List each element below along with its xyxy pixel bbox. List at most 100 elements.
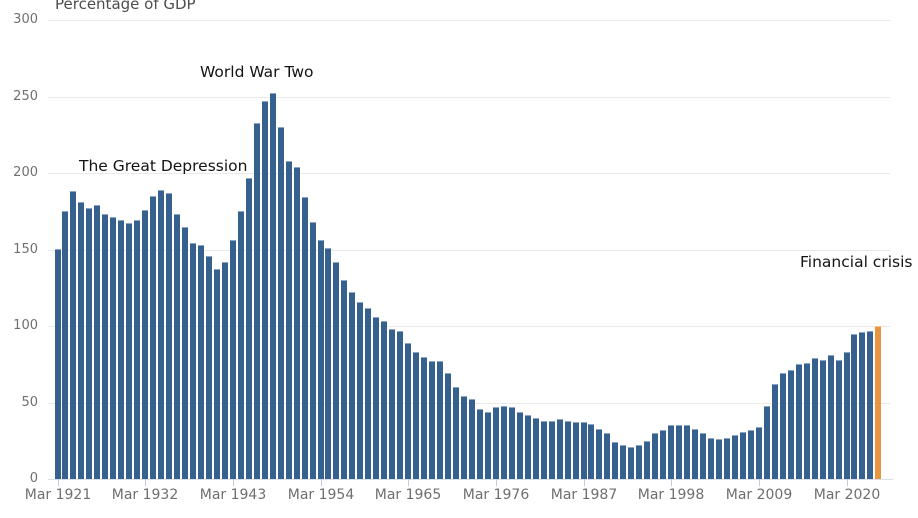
bar-1960 bbox=[365, 308, 371, 479]
y-axis-tick-label-150: 150 bbox=[13, 242, 38, 257]
bar-1995 bbox=[644, 441, 650, 479]
bar-1961 bbox=[373, 317, 379, 479]
bar-1925 bbox=[86, 208, 92, 479]
bar-1993 bbox=[628, 447, 634, 479]
bar-1983 bbox=[549, 421, 555, 479]
bar-2022 bbox=[859, 332, 865, 479]
bar-1958 bbox=[349, 292, 355, 479]
x-axis-tick-label-1998: Mar 1998 bbox=[637, 487, 705, 503]
x-axis-tick-1921 bbox=[58, 479, 59, 486]
x-axis-tick-label-2009: Mar 2009 bbox=[725, 487, 793, 503]
bar-1982 bbox=[541, 421, 547, 479]
gridline-300 bbox=[48, 20, 890, 21]
bar-1950 bbox=[286, 161, 292, 479]
bar-1976 bbox=[493, 407, 499, 479]
bar-1937 bbox=[182, 227, 188, 479]
bar-2021 bbox=[851, 334, 857, 479]
bar-1955 bbox=[325, 248, 331, 479]
bar-1984 bbox=[557, 419, 563, 479]
bar-2003 bbox=[708, 438, 714, 479]
bar-1968 bbox=[429, 361, 435, 479]
x-axis-tick-label-1921: Mar 1921 bbox=[24, 487, 92, 503]
bar-2016 bbox=[812, 358, 818, 479]
gridline-150 bbox=[48, 250, 890, 251]
bar-1985 bbox=[565, 421, 571, 479]
bar-1978 bbox=[509, 407, 515, 479]
bar-1931 bbox=[134, 220, 140, 479]
x-axis-tick-2009 bbox=[759, 479, 760, 486]
bar-1962 bbox=[381, 321, 387, 479]
bar-1926 bbox=[94, 205, 100, 479]
bar-2018 bbox=[828, 355, 834, 479]
bar-1924 bbox=[78, 202, 84, 479]
x-axis-tick-label-1943: Mar 1943 bbox=[199, 487, 267, 503]
bar-1952 bbox=[302, 197, 308, 479]
bar-1953 bbox=[310, 222, 316, 479]
bar-1921 bbox=[55, 249, 61, 479]
bar-1981 bbox=[533, 418, 539, 479]
bar-1997 bbox=[660, 430, 666, 479]
chart-title: Percentage of GDP bbox=[55, 0, 196, 13]
gridline-200 bbox=[48, 173, 890, 174]
bar-1938 bbox=[190, 243, 196, 479]
bar-1942 bbox=[222, 262, 228, 479]
bar-1963 bbox=[389, 329, 395, 479]
bar-1959 bbox=[357, 302, 363, 479]
bar-1949 bbox=[278, 127, 284, 479]
bar-1935 bbox=[166, 193, 172, 479]
bar-2020 bbox=[844, 352, 850, 479]
bar-1990 bbox=[604, 433, 610, 479]
bar-1954 bbox=[318, 240, 324, 479]
bar-2010 bbox=[764, 406, 770, 479]
bar-1943 bbox=[230, 240, 236, 479]
bar-2023 bbox=[867, 331, 873, 479]
bar-1965 bbox=[405, 343, 411, 479]
bar-1967 bbox=[421, 357, 427, 479]
bar-1927 bbox=[102, 214, 108, 479]
bar-1970 bbox=[445, 373, 451, 479]
bar-2015 bbox=[804, 363, 810, 479]
bar-1951 bbox=[294, 167, 300, 479]
bar-2005 bbox=[724, 438, 730, 479]
annotation-the-great-depression: The Great Depression bbox=[79, 157, 248, 175]
bar-1936 bbox=[174, 214, 180, 479]
x-axis-tick-1932 bbox=[145, 479, 146, 486]
bar-2000 bbox=[684, 425, 690, 479]
bar-1922 bbox=[62, 211, 68, 479]
bar-1966 bbox=[413, 352, 419, 479]
bar-1998 bbox=[668, 425, 674, 479]
x-axis-tick-1965 bbox=[408, 479, 409, 486]
gridline-250 bbox=[48, 97, 890, 98]
x-axis-tick-1998 bbox=[671, 479, 672, 486]
x-axis-tick-1954 bbox=[321, 479, 322, 486]
bar-1988 bbox=[588, 424, 594, 479]
bar-1996 bbox=[652, 433, 658, 479]
bar-1989 bbox=[596, 429, 602, 479]
y-axis-tick-label-50: 50 bbox=[21, 395, 38, 410]
x-axis-tick-1976 bbox=[496, 479, 497, 486]
x-axis-tick-1987 bbox=[584, 479, 585, 486]
bar-1971 bbox=[453, 387, 459, 479]
y-axis-tick-label-250: 250 bbox=[13, 89, 38, 104]
bar-2001 bbox=[692, 429, 698, 479]
bar-2012 bbox=[780, 373, 786, 479]
bar-1979 bbox=[517, 412, 523, 479]
bar-1941 bbox=[214, 269, 220, 479]
bar-1944 bbox=[238, 211, 244, 479]
y-axis-tick-label-0: 0 bbox=[29, 471, 38, 486]
bar-1974 bbox=[477, 409, 483, 479]
bar-1946 bbox=[254, 123, 260, 479]
highlight-bar-latest bbox=[875, 326, 881, 479]
x-axis-tick-label-1954: Mar 1954 bbox=[287, 487, 355, 503]
bar-1964 bbox=[397, 331, 403, 479]
x-axis-tick-label-2020: Mar 2020 bbox=[813, 487, 881, 503]
bar-2019 bbox=[836, 360, 842, 479]
bar-1923 bbox=[70, 191, 76, 479]
bar-1945 bbox=[246, 178, 252, 479]
bar-1940 bbox=[206, 256, 212, 479]
bar-1972 bbox=[461, 396, 467, 479]
bar-2007 bbox=[740, 432, 746, 479]
annotation-financial-crisis: Financial crisis bbox=[800, 253, 913, 271]
bar-1933 bbox=[150, 196, 156, 479]
